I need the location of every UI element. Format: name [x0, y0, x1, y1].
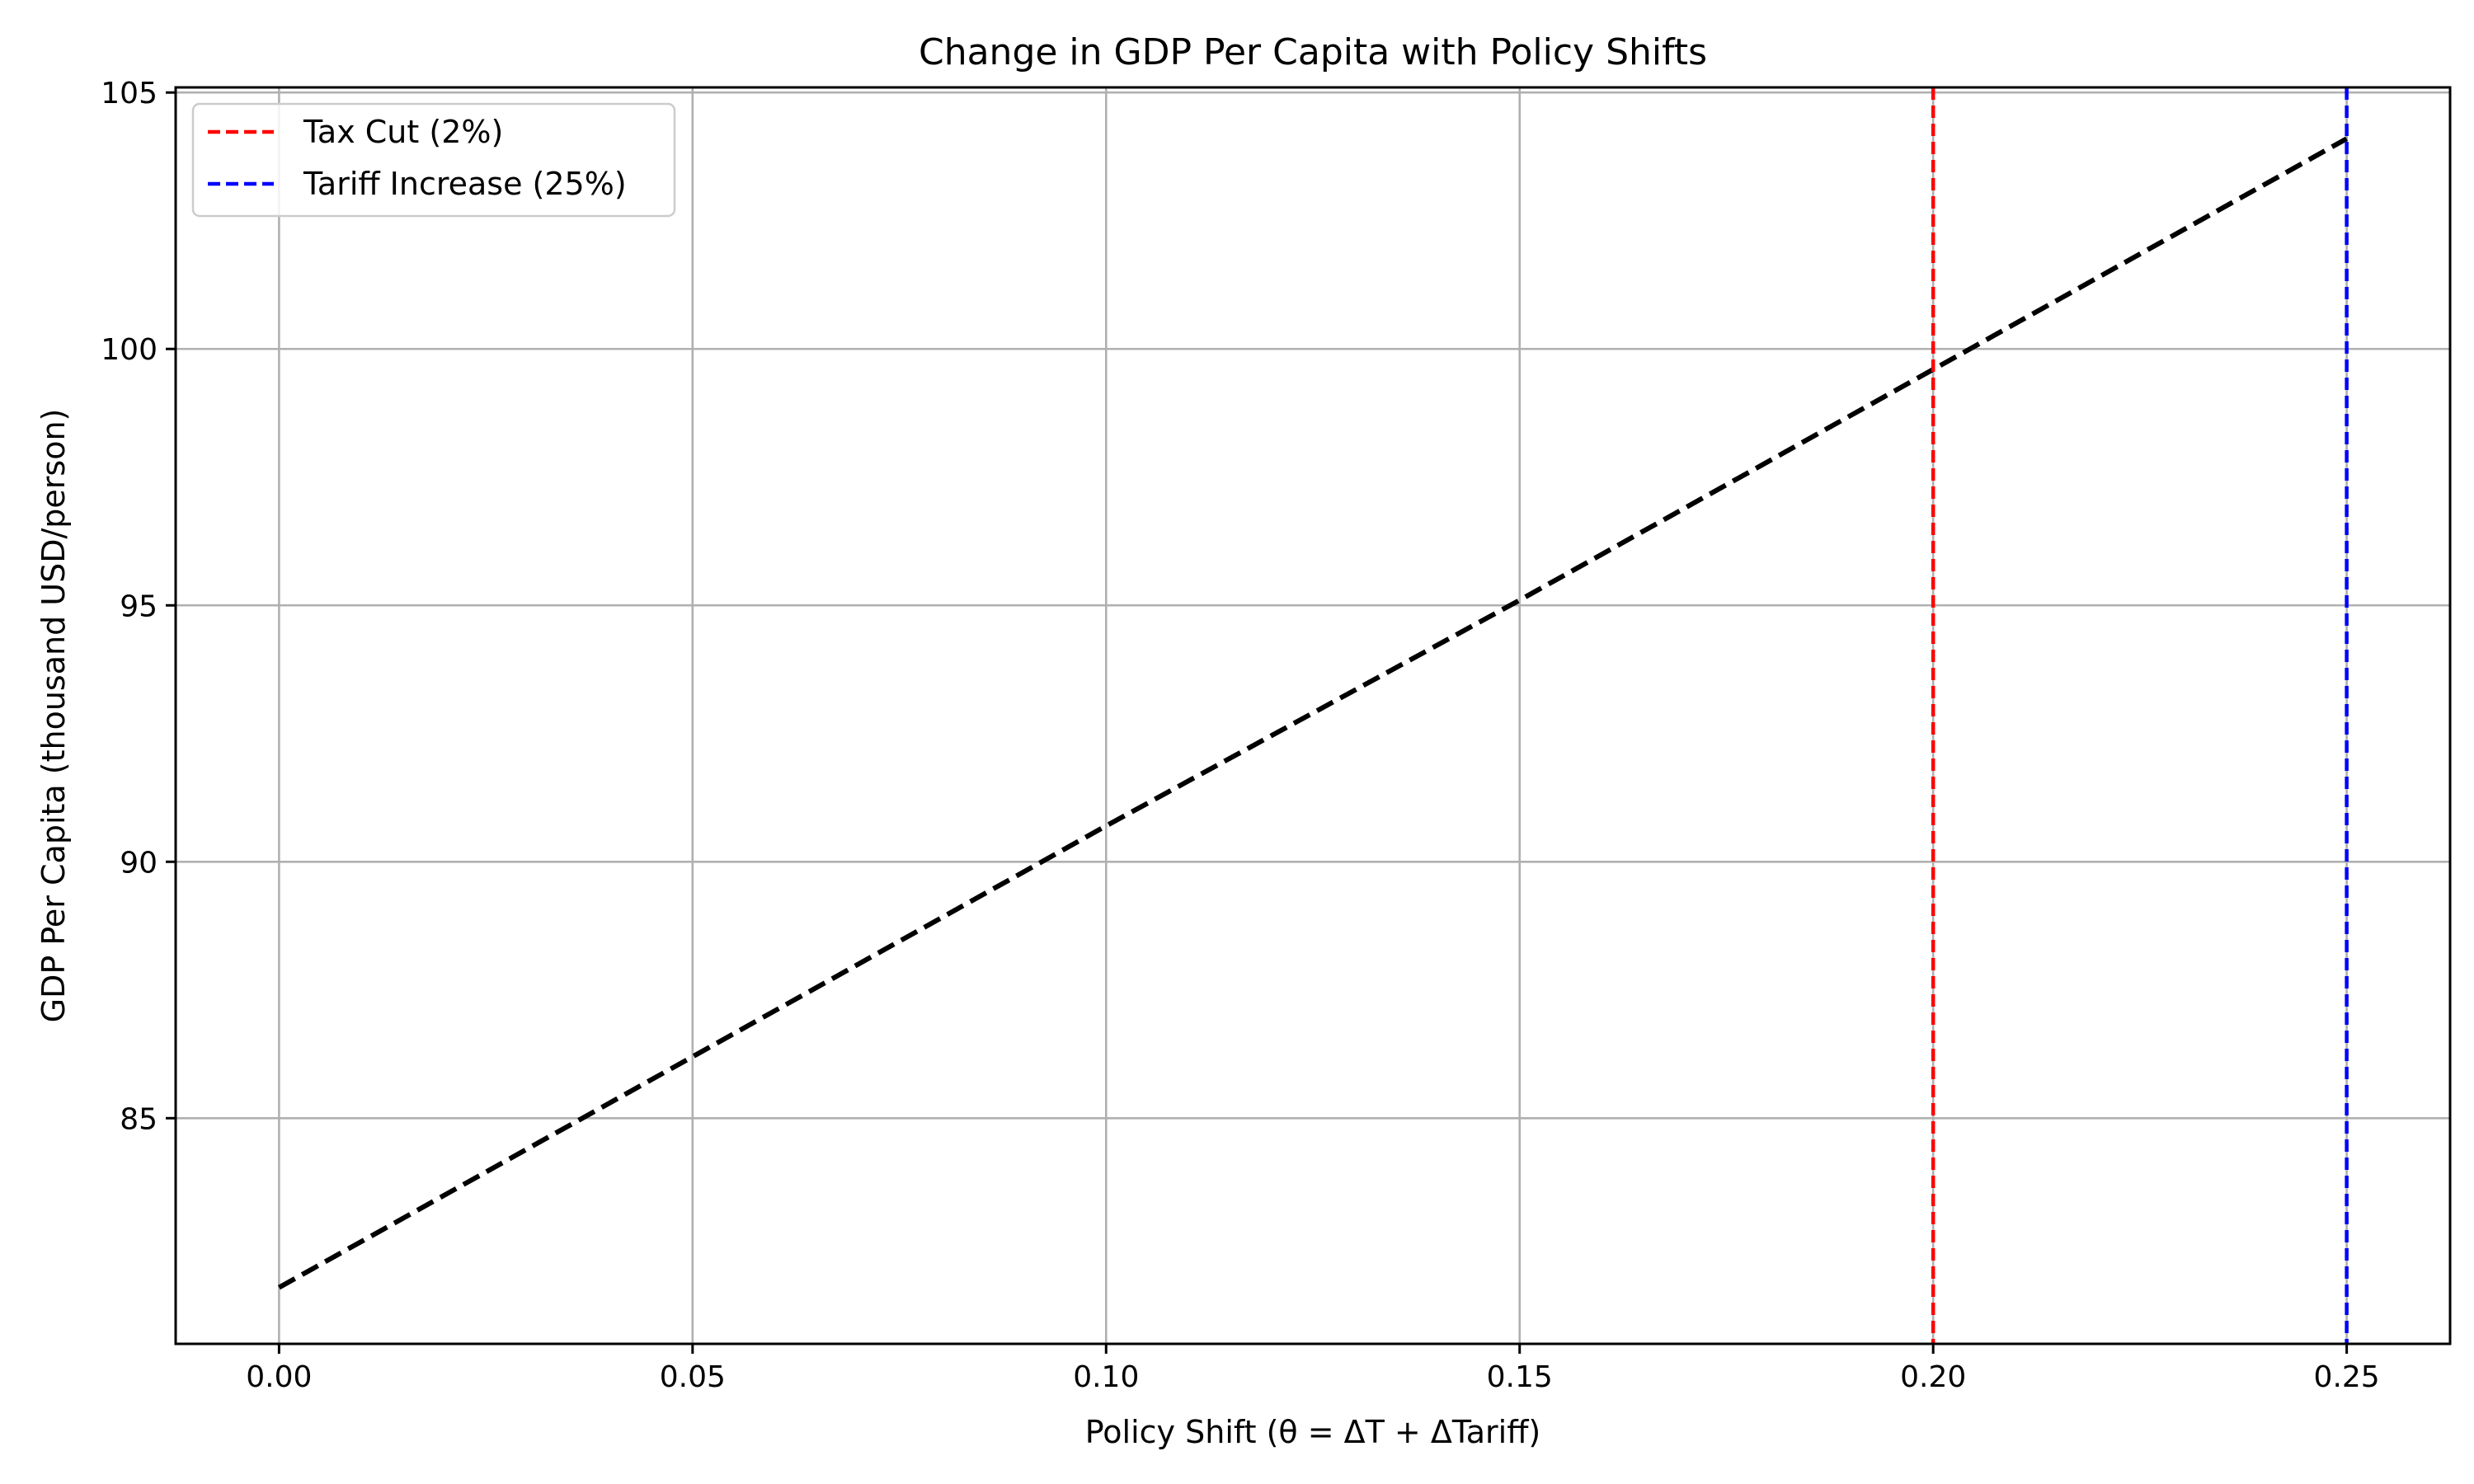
x-tick-label: 0.15 [1487, 1360, 1553, 1394]
x-tick-label: 0.00 [246, 1360, 312, 1394]
y-tick-label: 85 [120, 1102, 158, 1136]
chart-title: Change in GDP Per Capita with Policy Shi… [919, 31, 1707, 73]
y-tick-label: 90 [120, 846, 158, 880]
plot-frame [174, 86, 2452, 1345]
x-tick-label: 0.10 [1073, 1360, 1139, 1394]
y-tick-label: 105 [101, 77, 158, 110]
x-tick-label: 0.05 [660, 1360, 726, 1394]
y-tick-label: 95 [120, 589, 158, 623]
x-tick-label: 0.20 [1900, 1360, 1966, 1394]
y-axis-label: GDP Per Capita (thousand USD/person) [35, 409, 72, 1023]
x-tick-label: 0.25 [2314, 1360, 2380, 1394]
legend-label-tax-cut: Tax Cut (2%) [303, 114, 503, 150]
legend-label-tariff-increase: Tariff Increase (25%) [303, 166, 627, 202]
y-tick-label: 100 [101, 333, 158, 367]
legend: Tax Cut (2%) Tariff Increase (25%) [191, 102, 676, 218]
series-layer [277, 87, 2349, 1344]
x-axis-label: Policy Shift (θ = ΔT + ΔTariff) [1085, 1414, 1541, 1450]
axis-layer: 0.00 0.05 0.10 0.15 0.20 0.25 85 90 95 100 105 [101, 77, 2379, 1394]
legend-box [191, 102, 676, 218]
gdp-series-line [277, 136, 2349, 1290]
